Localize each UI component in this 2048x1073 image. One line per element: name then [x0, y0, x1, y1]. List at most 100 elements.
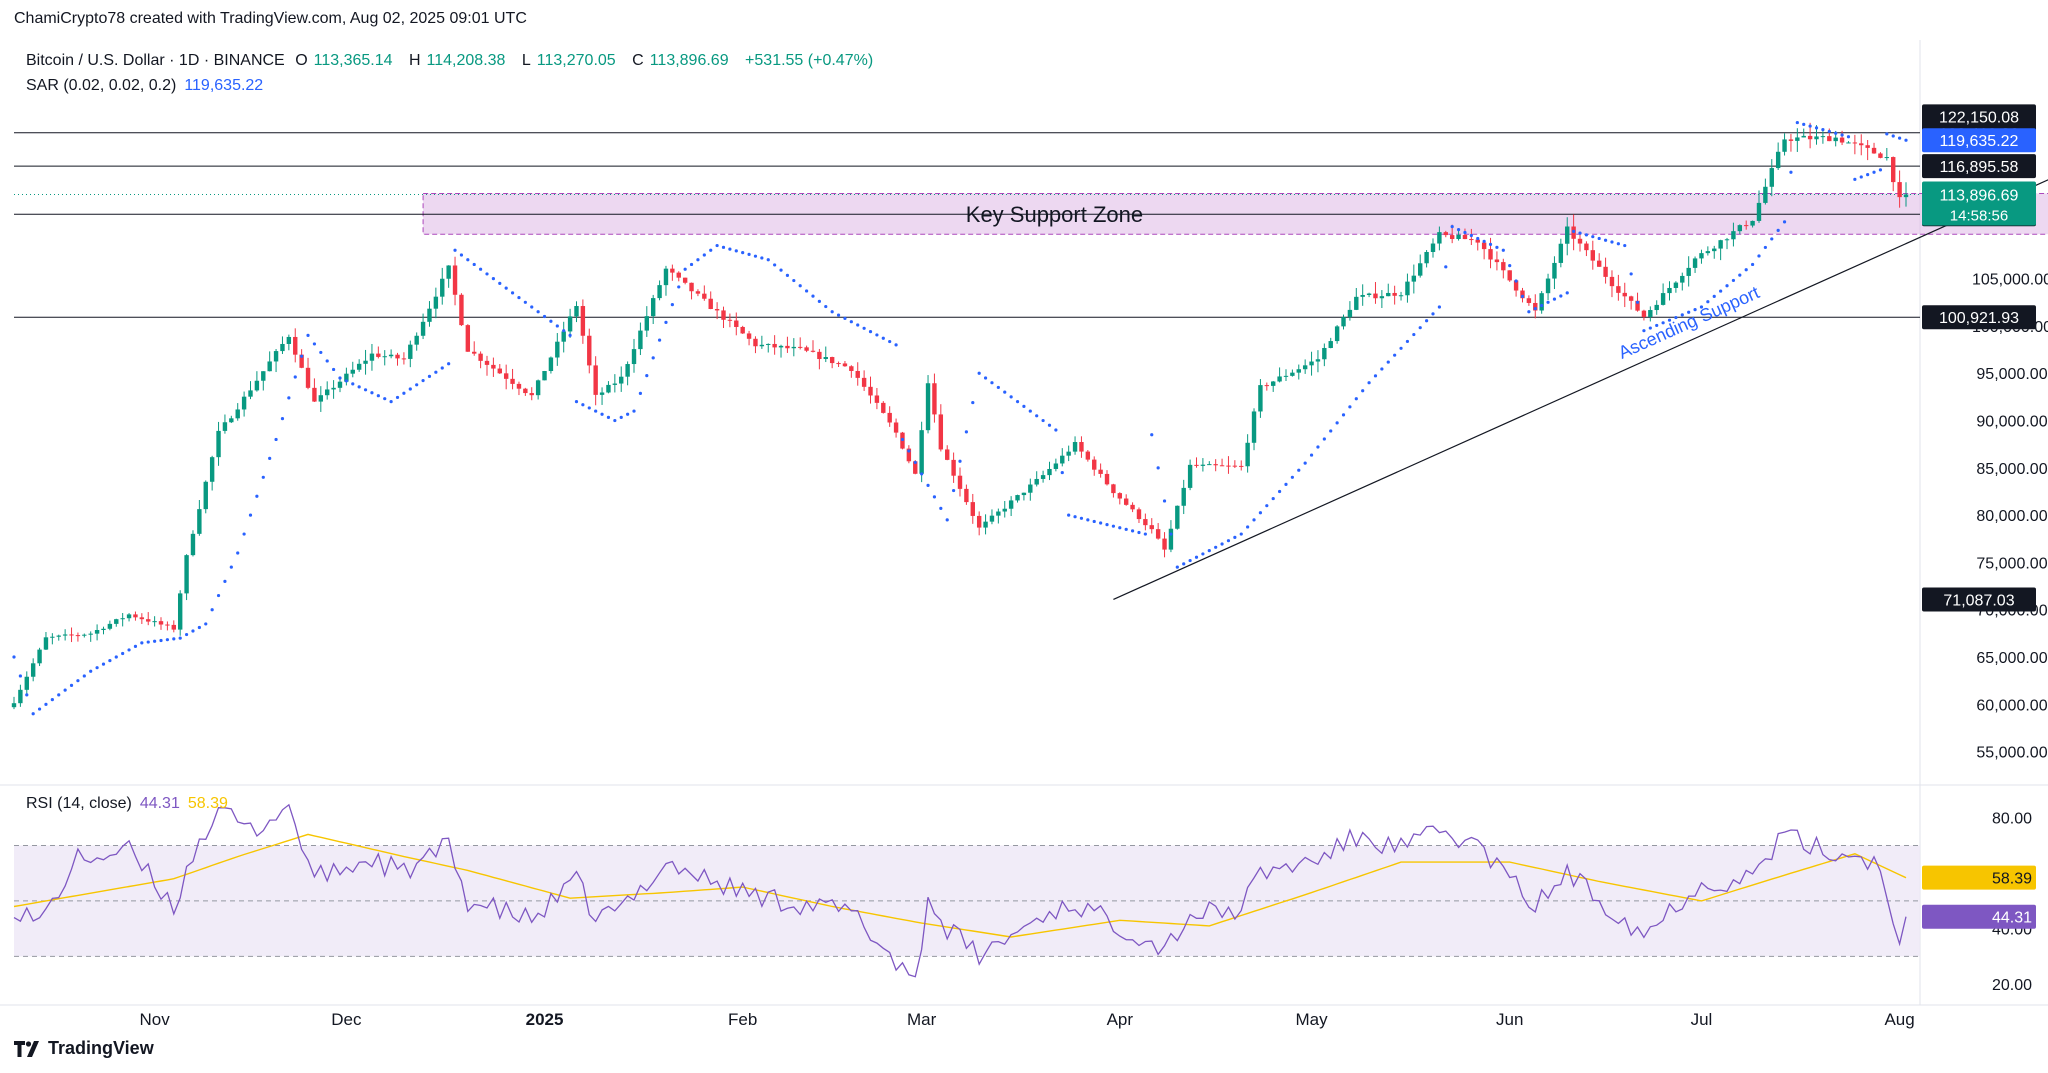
candle-body [1622, 292, 1627, 297]
candle-body [1347, 309, 1353, 318]
candle-body [337, 381, 343, 388]
candle-body [1149, 525, 1154, 530]
sar-dot [1258, 511, 1263, 515]
sar-value: 119,635.22 [184, 77, 264, 94]
sar-dot [1316, 445, 1320, 449]
time-axis-label: May [1295, 1010, 1328, 1029]
candle-body [50, 636, 55, 638]
candle-body [88, 633, 93, 635]
sar-dot [907, 449, 911, 453]
sar-dot [300, 354, 304, 358]
candle-body [344, 373, 349, 382]
candle-body [1111, 484, 1116, 494]
sar-dot [1853, 177, 1857, 181]
sar-dot [82, 674, 86, 678]
sar-dot [1565, 291, 1569, 295]
sar-dot [1124, 527, 1128, 531]
sar-dot [1309, 453, 1314, 457]
candle-body [171, 624, 176, 630]
sar-dot [1239, 532, 1243, 536]
sar-dot [920, 472, 924, 476]
candle-body [177, 593, 183, 630]
price-tag-tag [1922, 128, 2036, 153]
sar-dot [632, 409, 636, 413]
time-axis-label: Jul [1691, 1010, 1713, 1029]
sar-dot [229, 565, 233, 569]
candle-body [1475, 239, 1480, 243]
candle-body [881, 402, 886, 413]
candle-body [1379, 296, 1385, 299]
candle-body [1558, 243, 1564, 263]
candle-body [874, 395, 880, 403]
sar-dot [121, 651, 125, 656]
candle-body [1283, 375, 1289, 377]
sar-dot [1552, 297, 1557, 301]
tradingview-brand[interactable]: TradingView [14, 1038, 154, 1059]
time-axis-label: Mar [907, 1010, 937, 1029]
rsi-value: 44.31 [139, 795, 180, 812]
candle-body [1060, 455, 1065, 464]
candle-body [433, 296, 439, 309]
sar-dot [1277, 489, 1282, 494]
sar-dot [1591, 235, 1595, 239]
symbol-name[interactable]: Bitcoin / U.S. Dollar · 1D · BINANCE [26, 52, 285, 69]
sar-dot [434, 370, 438, 374]
time-axis-label: Nov [140, 1010, 171, 1029]
candle-body [580, 306, 586, 336]
sar-dot [900, 437, 905, 442]
sar-dot [1156, 466, 1160, 470]
candle-body [331, 387, 336, 390]
sar-dot [1022, 404, 1026, 408]
candle-body [1315, 359, 1321, 362]
sar-dot [293, 375, 297, 379]
sar-dot [709, 248, 713, 252]
sar-dot [491, 277, 495, 281]
rsi-legend[interactable]: RSI (14, close) 44.31 58.39 [26, 795, 228, 813]
sar-dot [1252, 518, 1256, 522]
sar-dot [57, 693, 61, 697]
current-price-tag [1922, 181, 2036, 226]
sar-dot [939, 506, 943, 510]
price-axis-tick-label: 90,000.00 [1976, 414, 2047, 431]
sar-label: SAR (0.02, 0.02, 0.2) [26, 77, 177, 94]
close-value: 113,896.69 [649, 52, 729, 69]
sar-dot [1341, 413, 1346, 417]
candle-body [708, 298, 713, 310]
sar-dot [1265, 504, 1269, 508]
candle-body [1660, 293, 1666, 305]
sar-dot [574, 400, 579, 404]
sar-dot [1610, 240, 1614, 244]
sar-dot [517, 295, 521, 300]
sar-dot [242, 532, 246, 536]
sar-legend[interactable]: SAR (0.02, 0.02, 0.2) 119,635.22 [26, 77, 263, 95]
candle-body [1168, 528, 1174, 550]
candle-body [11, 703, 17, 708]
candle-body [414, 335, 419, 345]
sar-dot [370, 391, 374, 395]
candle-body [1155, 529, 1161, 539]
level-price-tag: 116,895.58 [1940, 159, 2019, 176]
candle-body [510, 378, 515, 384]
sar-dot [1412, 332, 1416, 337]
candle-body [1584, 243, 1589, 251]
candle-body [1654, 304, 1659, 311]
sar-dot [89, 669, 93, 673]
rsi-ma-value: 58.39 [187, 795, 228, 812]
sar-dot [1648, 326, 1652, 330]
high-value: 114,208.38 [426, 52, 506, 69]
candle-body [836, 363, 841, 365]
candle-body [1021, 492, 1027, 496]
sar-dot [312, 342, 317, 346]
sar-dot [1904, 138, 1908, 142]
candle-body [1079, 442, 1084, 452]
sar-dot [1680, 313, 1684, 317]
sar-dot [1744, 268, 1748, 272]
time-axis-label: Aug [1884, 1010, 1914, 1029]
candle-body [1290, 372, 1295, 376]
candle-body [1264, 385, 1270, 387]
sar-dot [811, 294, 815, 298]
candle-body [1430, 243, 1436, 252]
candle-body [1437, 232, 1442, 244]
sar-dot [1335, 421, 1339, 425]
